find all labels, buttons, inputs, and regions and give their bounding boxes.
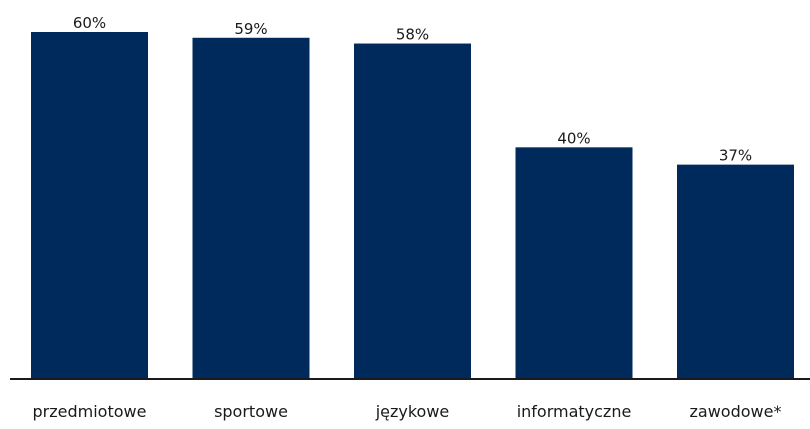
category-label-3: informatyczne — [517, 402, 632, 421]
bar-2 — [354, 43, 471, 379]
value-label-4: 37% — [719, 147, 752, 165]
bar-4 — [677, 164, 794, 378]
category-label-4: zawodowe* — [690, 402, 782, 421]
value-label-3: 40% — [557, 129, 590, 147]
value-label-2: 58% — [396, 26, 429, 44]
value-label-1: 59% — [234, 20, 267, 38]
value-labels-group: 60% 59% 58% 40% 37% — [73, 14, 752, 165]
category-label-2: językowe — [375, 402, 450, 421]
category-labels-group: przedmiotowe sportowe językowe informatyczn… — [33, 402, 782, 421]
bar-0 — [31, 32, 148, 378]
value-label-0: 60% — [73, 14, 106, 32]
bar-3 — [515, 147, 633, 378]
category-label-0: przedmiotowe — [33, 402, 147, 421]
category-label-1: sportowe — [214, 402, 288, 421]
bars-group — [31, 32, 794, 379]
bar-1 — [192, 37, 310, 379]
